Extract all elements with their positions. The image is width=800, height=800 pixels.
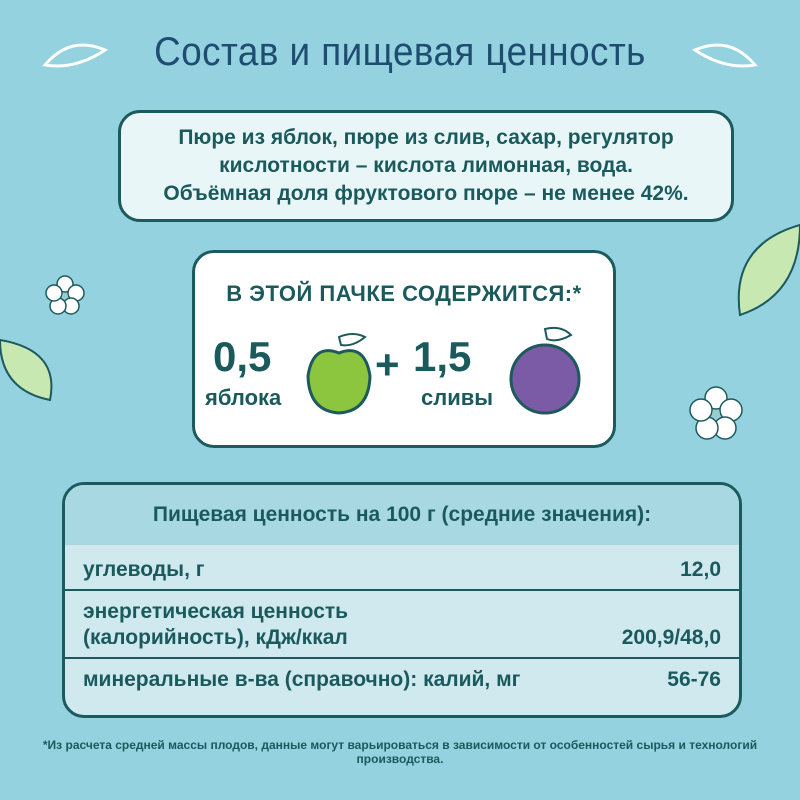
plus-sign: + (375, 341, 400, 388)
table-row: минеральные в-ва (справочно): калий, мг … (65, 659, 739, 699)
row-label: энергетическая ценность (83, 600, 349, 623)
plum-amount: 1,5 (413, 333, 472, 380)
flower-icon (45, 275, 85, 315)
ingredients-line: Пюре из яблок, пюре из слив, сахар, регу… (178, 126, 674, 149)
row-value: 200,9/48,0 (621, 626, 721, 649)
leaf-outline-icon (691, 43, 758, 68)
leaf-icon (737, 223, 800, 317)
ingredients-line: кислотности – кислота лимонная, вода. (219, 154, 633, 177)
page-title: Состав и пищевая ценность (154, 30, 646, 74)
plum-label: сливы (421, 385, 494, 410)
nutrition-table: Пищевая ценность на 100 г (средние значе… (62, 482, 742, 718)
leaf-outline-icon (42, 43, 109, 68)
row-label: (калорийность), кДж/ккал (83, 626, 348, 649)
row-value: 12,0 (680, 558, 721, 581)
apple-amount: 0,5 (213, 333, 272, 380)
pack-contents-box: В ЭТОЙ ПАЧКЕ СОДЕРЖИТСЯ:* 0,5 яблока + 1… (192, 250, 616, 448)
footnote: *Из расчета средней массы плодов, данные… (42, 738, 758, 766)
leaf-icon (0, 338, 53, 402)
row-label: углеводы, г (83, 558, 205, 581)
table-row: энергетическая ценность (калорийность), к… (65, 591, 739, 659)
ingredients-line: Объёмная доля фруктового пюре – не менее… (163, 182, 689, 205)
pack-contents-header: В ЭТОЙ ПАЧКЕ СОДЕРЖИТСЯ:* (226, 281, 582, 306)
table-row: углеводы, г 12,0 (65, 545, 739, 591)
apple-label: яблока (205, 385, 282, 410)
flower-icon (689, 386, 743, 440)
row-label: минеральные в-ва (справочно): калий, мг (83, 668, 521, 691)
apple-icon (306, 333, 372, 415)
plum-icon (509, 326, 581, 415)
ingredients-box: Пюре из яблок, пюре из слив, сахар, регу… (118, 110, 734, 222)
row-value: 56-76 (667, 668, 721, 691)
nutrition-header: Пищевая ценность на 100 г (средние значе… (65, 485, 739, 545)
